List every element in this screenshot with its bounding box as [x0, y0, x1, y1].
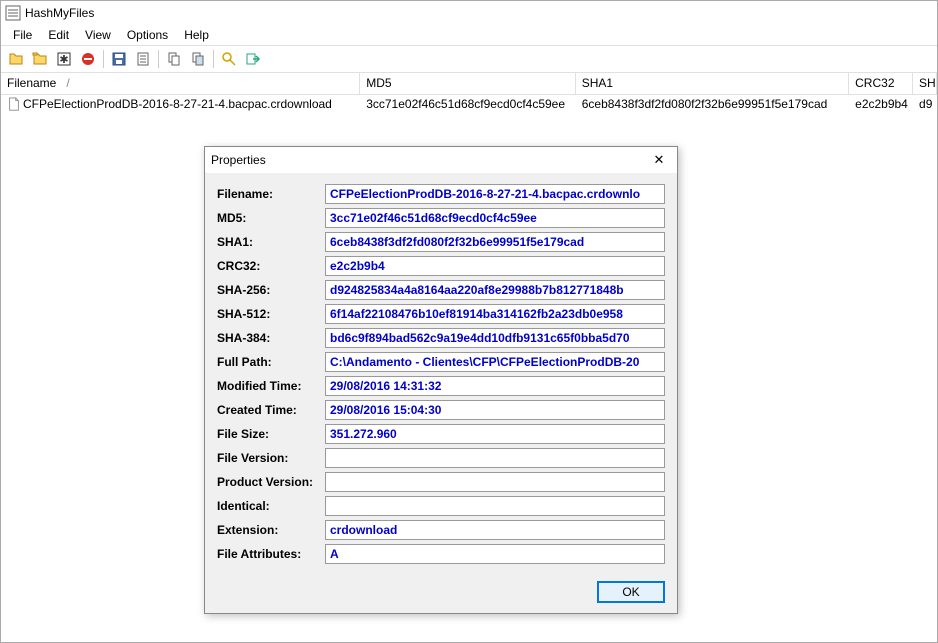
cell-md5: 3cc71e02f46c51d68cf9ecd0cf4c59ee	[360, 97, 576, 111]
label-sha1: SHA1:	[217, 235, 325, 249]
svg-text:✱: ✱	[59, 54, 68, 66]
copy-icon[interactable]	[163, 48, 185, 70]
properties-icon[interactable]	[132, 48, 154, 70]
toolbar-separator	[213, 50, 214, 68]
value-md5[interactable]: 3cc71e02f46c51d68cf9ecd0cf4c59ee	[325, 208, 665, 228]
value-filesize[interactable]: 351.272.960	[325, 424, 665, 444]
col-crc32[interactable]: CRC32	[849, 73, 913, 94]
value-created[interactable]: 29/08/2016 15:04:30	[325, 400, 665, 420]
label-modified: Modified Time:	[217, 379, 325, 393]
label-created: Created Time:	[217, 403, 325, 417]
value-attributes[interactable]: A	[325, 544, 665, 564]
col-sha1[interactable]: SHA1	[576, 73, 849, 94]
label-md5: MD5:	[217, 211, 325, 225]
exit-icon[interactable]	[242, 48, 264, 70]
save-icon[interactable]	[108, 48, 130, 70]
close-icon[interactable]: ✕	[647, 150, 671, 170]
col-md5[interactable]: MD5	[360, 73, 576, 94]
label-filename: Filename:	[217, 187, 325, 201]
add-folder-icon[interactable]	[29, 48, 51, 70]
col-sh[interactable]: SH	[913, 73, 937, 94]
label-crc32: CRC32:	[217, 259, 325, 273]
value-sha256[interactable]: d924825834a4a8164aa220af8e29988b7b812771…	[325, 280, 665, 300]
label-sha384: SHA-384:	[217, 331, 325, 345]
menubar: File Edit View Options Help	[1, 25, 937, 45]
remove-icon[interactable]: ✱	[53, 48, 75, 70]
menu-file[interactable]: File	[5, 26, 40, 44]
col-filename[interactable]: Filename /	[1, 73, 360, 94]
value-identical[interactable]	[325, 496, 665, 516]
value-modified[interactable]: 29/08/2016 14:31:32	[325, 376, 665, 396]
dialog-titlebar: Properties ✕	[205, 147, 677, 173]
label-productversion: Product Version:	[217, 475, 325, 489]
file-icon	[7, 97, 21, 111]
dialog-title: Properties	[211, 153, 266, 167]
window-title: HashMyFiles	[25, 6, 94, 20]
menu-view[interactable]: View	[77, 26, 119, 44]
find-icon[interactable]	[218, 48, 240, 70]
toolbar-separator	[158, 50, 159, 68]
ok-button[interactable]: OK	[597, 581, 665, 603]
value-sha384[interactable]: bd6c9f894bad562c9a19e4dd10dfb9131c65f0bb…	[325, 328, 665, 348]
value-crc32[interactable]: e2c2b9b4	[325, 256, 665, 276]
value-sha512[interactable]: 6f14af22108476b10ef81914ba314162fb2a23db…	[325, 304, 665, 324]
dialog-buttons: OK	[205, 575, 677, 613]
cell-sh: d9	[913, 97, 937, 111]
value-fileversion[interactable]	[325, 448, 665, 468]
value-productversion[interactable]	[325, 472, 665, 492]
label-fullpath: Full Path:	[217, 355, 325, 369]
delete-icon[interactable]	[77, 48, 99, 70]
menu-options[interactable]: Options	[119, 26, 176, 44]
label-sha512: SHA-512:	[217, 307, 325, 321]
cell-crc32: e2c2b9b4	[849, 97, 913, 111]
toolbar: ✱	[1, 45, 937, 73]
sort-indicator: /	[66, 76, 69, 90]
value-sha1[interactable]: 6ceb8438f3df2fd080f2f32b6e99951f5e179cad	[325, 232, 665, 252]
table-row[interactable]: CFPeElectionProdDB-2016-8-27-21-4.bacpac…	[1, 95, 937, 113]
add-file-icon[interactable]	[5, 48, 27, 70]
list-header: Filename / MD5 SHA1 CRC32 SH	[1, 73, 937, 95]
properties-dialog: Properties ✕ Filename:CFPeElectionProdDB…	[204, 146, 678, 614]
label-fileversion: File Version:	[217, 451, 325, 465]
toolbar-separator	[103, 50, 104, 68]
label-sha256: SHA-256:	[217, 283, 325, 297]
label-extension: Extension:	[217, 523, 325, 537]
dialog-body: Filename:CFPeElectionProdDB-2016-8-27-21…	[205, 173, 677, 575]
value-extension[interactable]: crdownload	[325, 520, 665, 540]
cell-filename: CFPeElectionProdDB-2016-8-27-21-4.bacpac…	[1, 97, 360, 112]
cell-sha1: 6ceb8438f3df2fd080f2f32b6e99951f5e179cad	[576, 97, 849, 111]
value-fullpath[interactable]: C:\Andamento - Clientes\CFP\CFPeElection…	[325, 352, 665, 372]
label-attributes: File Attributes:	[217, 547, 325, 561]
menu-edit[interactable]: Edit	[40, 26, 77, 44]
value-filename[interactable]: CFPeElectionProdDB-2016-8-27-21-4.bacpac…	[325, 184, 665, 204]
label-filesize: File Size:	[217, 427, 325, 441]
label-identical: Identical:	[217, 499, 325, 513]
menu-help[interactable]: Help	[176, 26, 217, 44]
copy-selected-icon[interactable]	[187, 48, 209, 70]
app-icon	[5, 5, 21, 21]
titlebar: HashMyFiles	[1, 1, 937, 25]
